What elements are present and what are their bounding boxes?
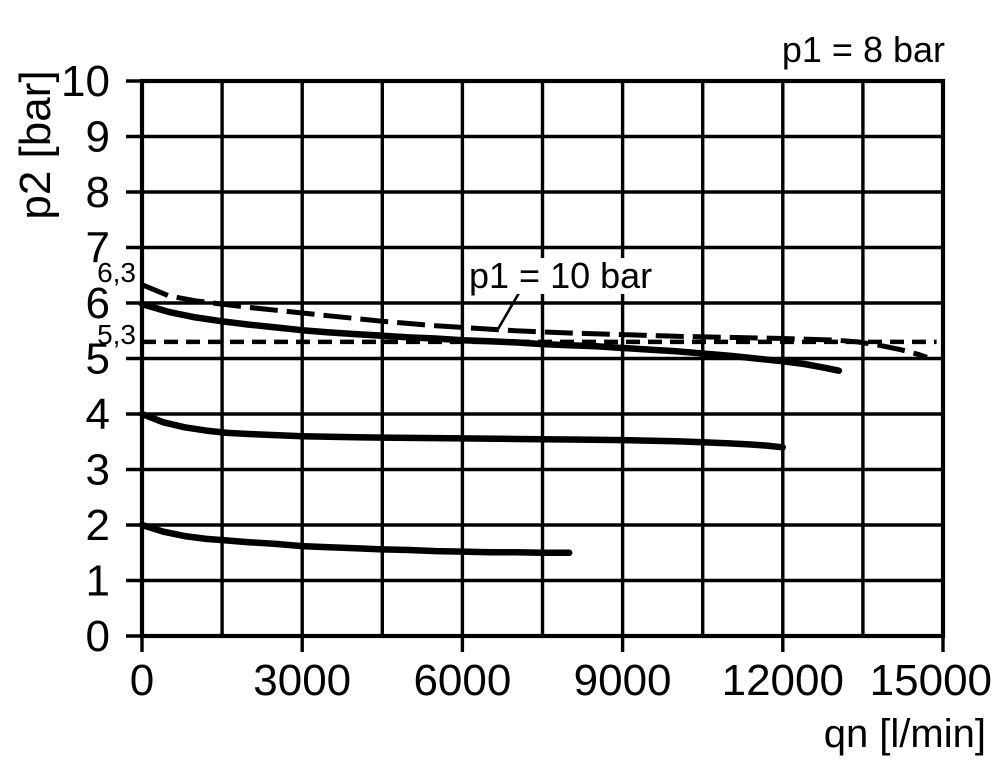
x-tick-label-12000: 12000 (722, 656, 844, 705)
curve-p1-8bar-low (138, 521, 573, 557)
y-tick-label-3: 3 (86, 446, 110, 495)
y-tick-label-0: 0 (86, 612, 110, 661)
x-tick-label-3000: 3000 (253, 656, 351, 705)
y-tick-label-5: 5 (86, 335, 110, 384)
y-tick-label-2: 2 (86, 501, 110, 550)
callout-p1-10bar: p1 = 10 bar (465, 258, 657, 294)
marker-label-5-3: 5,3 (97, 319, 136, 350)
x-tick-label-15000: 15000 (870, 656, 992, 705)
y-tick-label-4: 4 (86, 390, 110, 439)
y-tick-label-6: 6 (86, 279, 110, 328)
callout-leader-line (496, 292, 521, 330)
y-tick-label-10: 10 (61, 57, 110, 106)
x-tick-label-6000: 6000 (413, 656, 511, 705)
y-tick-label-1: 1 (86, 557, 110, 606)
x-axis-label: qn [l/min] (823, 712, 986, 756)
plot-frame (139, 78, 946, 639)
y-tick-label-8: 8 (86, 168, 110, 217)
curve-p1-8bar-mid (138, 410, 787, 451)
chart-title: p1 = 8 bar (781, 29, 945, 70)
y-tick-label-7: 7 (86, 224, 110, 273)
y-axis-label: p2 [bar] (11, 70, 60, 220)
x-tick-label-9000: 9000 (574, 656, 672, 705)
x-tick-label-0: 0 (130, 656, 154, 705)
y-tick-label-9: 9 (86, 113, 110, 162)
marker-label-6-3: 6,3 (97, 257, 136, 288)
